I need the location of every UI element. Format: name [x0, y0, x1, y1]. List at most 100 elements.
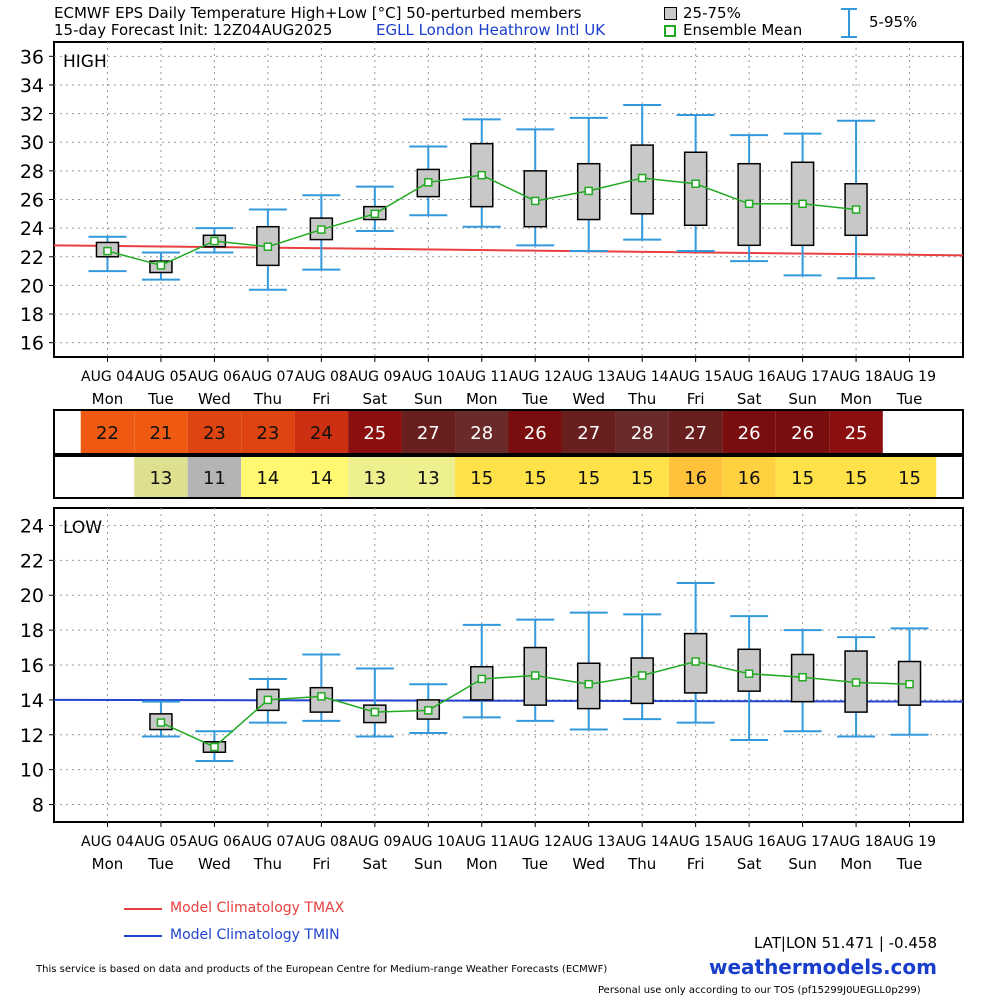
high-panel-title: HIGH [63, 52, 107, 72]
high-ytick-label: 16 [20, 333, 44, 355]
low-ytick-label: 16 [20, 655, 44, 677]
brand-link[interactable]: weathermodels.com [708, 955, 937, 979]
chart-title-line2: 15-day Forecast Init: 12Z04AUG2025 [54, 21, 333, 39]
low-ytick-label: 14 [20, 690, 44, 712]
daily-low-cell [294, 457, 349, 497]
low-date-label: AUG 06 [188, 834, 241, 850]
daily-high-cell [508, 411, 562, 453]
low-date-label: AUG 19 [883, 834, 936, 850]
low-weekday-label: Tue [521, 855, 548, 873]
temperature-charts: 16 18 20 22 24 26 28 30 32 34 36 HIGH AUG 04 Mon AUG 0… [20, 41, 964, 873]
high-weekday-label: Sat [363, 390, 388, 408]
high-date-label: AUG 16 [723, 369, 776, 385]
low-weekday-label: Sat [737, 855, 762, 873]
daily-high-cell [615, 411, 669, 453]
high-weekday-label: Tue [147, 390, 174, 408]
daily-high-cell-value: 28 [470, 423, 493, 444]
lat-lon-readout: LAT|LON 51.471 | -0.458 [753, 934, 937, 952]
daily-high-cell [455, 411, 509, 453]
high-date-label: AUG 08 [295, 369, 348, 385]
low-date-label: AUG 18 [830, 834, 883, 850]
low-weekday-label: Thu [253, 855, 282, 873]
high-date-label: AUG 04 [81, 369, 134, 385]
high-weekday-label: Tue [896, 390, 923, 408]
daily-high-cell [187, 411, 242, 453]
legend-mean-label: Ensemble Mean [683, 21, 803, 39]
high-ytick-label: 20 [20, 275, 44, 297]
low-weekday-label: Fri [687, 855, 705, 873]
legend-whisker-icon [841, 8, 857, 38]
daily-low-cell-value: 16 [738, 468, 761, 489]
daily-low-cell-value: 15 [524, 468, 547, 489]
daily-low-cell [775, 457, 830, 497]
daily-high-cell-value: 27 [684, 423, 707, 444]
low-mean-marker [424, 706, 433, 715]
low-weekday-label: Wed [572, 855, 605, 873]
high-ytick-label: 18 [20, 304, 44, 326]
high-mean-marker [637, 173, 647, 183]
low-ytick-label: 22 [20, 550, 44, 572]
daily-low-cell-value: 15 [845, 468, 868, 489]
daily-low-cell [455, 457, 509, 497]
high-date-label: AUG 15 [669, 369, 722, 385]
high-mean-marker [370, 209, 380, 219]
daily-high-cell-value: 24 [310, 423, 333, 444]
low-weekday-label: Sun [788, 855, 817, 873]
low-mean-marker [584, 679, 593, 689]
high-weekday-label: Fri [687, 390, 705, 408]
daily-high-cell-value: 27 [577, 423, 600, 444]
low-plot-frame [53, 507, 964, 823]
station-name: EGLL London Heathrow Intl UK [376, 21, 606, 39]
daily-high-cell-value: 22 [96, 423, 119, 444]
high-mean-marker [103, 246, 112, 256]
low-weekday-label: Sun [414, 855, 443, 873]
high-ytick-label: 28 [20, 161, 44, 183]
high-date-label: AUG 12 [509, 369, 562, 385]
daily-low-cell-value: 15 [631, 468, 654, 489]
daily-high-cell-value: 28 [631, 423, 654, 444]
high-ytick-label: 22 [20, 247, 44, 269]
low-weekday-label: Sat [363, 855, 388, 873]
high-weekday-label: Mon [92, 390, 124, 408]
daily-high-cell-value: 26 [524, 423, 547, 444]
daily-high-cell-value: 27 [417, 423, 440, 444]
daily-low-cell-value: 13 [149, 468, 172, 489]
high-date-label: AUG 05 [134, 369, 187, 385]
clim-tmax-legend-line [124, 908, 162, 910]
high-plot-frame [53, 41, 964, 358]
daily-low-cell [241, 457, 295, 497]
low-mean-marker [156, 718, 166, 727]
low-mean-marker [851, 678, 861, 687]
high-ytick-label: 26 [20, 190, 44, 212]
daily-low-cell-value: 15 [791, 468, 814, 489]
low-iqr-box [470, 665, 494, 701]
low-mean-marker [798, 672, 807, 682]
high-weekday-label: Fri [312, 390, 330, 408]
high-weekday-label: Sat [737, 390, 762, 408]
low-date-label: AUG 14 [616, 834, 669, 850]
daily-high-cell [80, 411, 135, 453]
daily-low-cell [882, 457, 937, 497]
daily-low-cell-value: 16 [684, 468, 707, 489]
high-ytick-label: 36 [20, 46, 44, 68]
high-mean-marker [156, 261, 166, 270]
high-weekday-label: Mon [840, 390, 872, 408]
high-mean-marker [424, 178, 433, 187]
low-date-label: AUG 17 [776, 834, 829, 850]
high-mean-marker [530, 196, 540, 206]
low-mean-marker [370, 707, 380, 717]
high-ytick-label: 34 [20, 75, 44, 97]
low-ytick-label: 24 [20, 515, 44, 537]
daily-high-cell-value: 26 [791, 423, 814, 444]
daily-low-cell [561, 457, 616, 497]
high-mean-marker [477, 170, 487, 180]
daily-low-cell [348, 457, 402, 497]
high-date-label: AUG 06 [188, 369, 241, 385]
daily-low-cell [508, 457, 562, 497]
daily-low-cell [668, 457, 723, 497]
clim-tmin-label: Model Climatology TMIN [170, 927, 340, 943]
high-mean-marker [851, 205, 861, 214]
daily-high-cell-value: 26 [738, 423, 761, 444]
daily-high-cell [829, 411, 883, 453]
low-date-label: AUG 10 [402, 834, 455, 850]
